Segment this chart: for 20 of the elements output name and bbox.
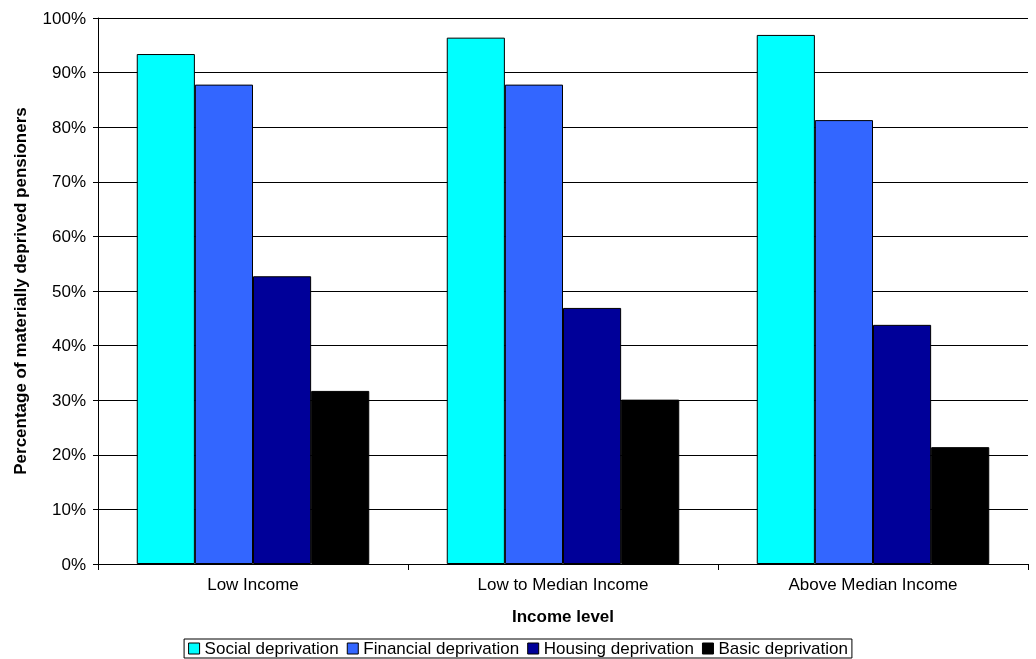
x-tick-label: Low to Median Income	[477, 575, 649, 594]
x-tick-label: Above Median Income	[788, 575, 958, 594]
y-tick-label: 30%	[51, 390, 86, 410]
y-tick-label: 100%	[42, 8, 86, 28]
y-tick-label: 40%	[51, 336, 86, 356]
y-tick-label: 80%	[51, 117, 86, 137]
y-axis-title: Percentage of materially deprived pensioners	[11, 107, 30, 475]
legend-label: Financial deprivation	[363, 639, 520, 658]
y-tick-label: 90%	[51, 63, 86, 83]
legend-label: Social deprivation	[204, 639, 339, 658]
y-tick-label: 70%	[51, 172, 86, 192]
y-tick-label: 20%	[51, 445, 86, 465]
x-tick-label: Low Income	[207, 575, 299, 594]
y-tick-label: 10%	[51, 499, 86, 519]
x-axis-title: Income level	[511, 607, 615, 626]
y-tick-label: 60%	[51, 226, 86, 246]
y-tick-label: 0%	[61, 554, 86, 574]
legend-label: Basic deprivation	[718, 639, 848, 658]
y-tick-label: 50%	[51, 281, 86, 301]
legend-label: Housing deprivation	[543, 639, 694, 658]
